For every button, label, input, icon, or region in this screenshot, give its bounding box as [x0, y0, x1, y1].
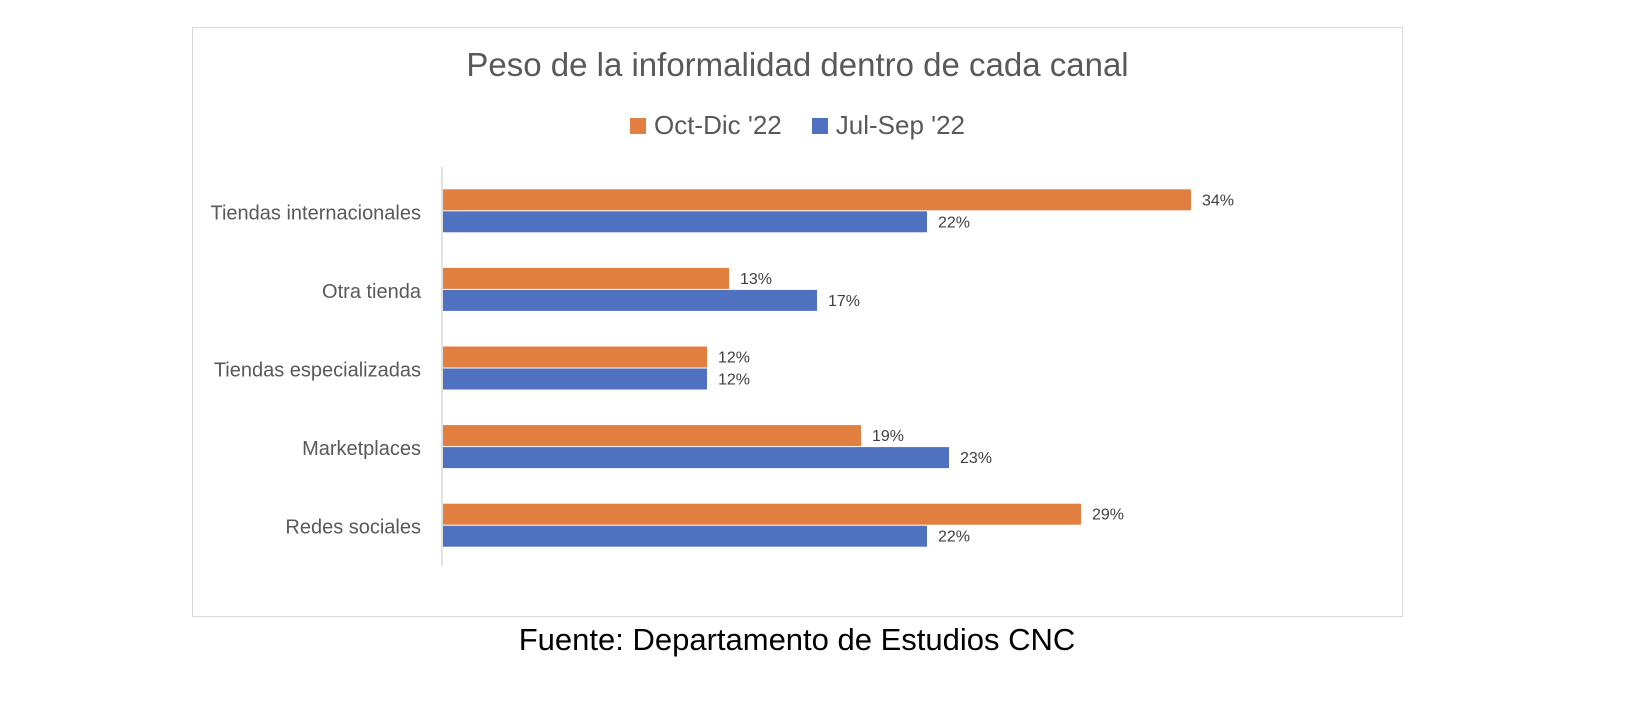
category-label: Tiendas internacionales [211, 202, 422, 224]
bar-jul-sep [443, 447, 949, 469]
source-caption: Fuente: Departamento de Estudios CNC [518, 622, 1076, 657]
bar-oct-dic [443, 425, 861, 447]
data-label: 34% [1202, 192, 1234, 209]
legend-swatch-oct-dic [629, 117, 646, 134]
legend-label-jul-sep: Jul-Sep '22 [835, 110, 966, 140]
bar-oct-dic [443, 503, 1081, 525]
data-label: 13% [740, 271, 772, 288]
category-label: Marketplaces [302, 438, 421, 460]
bar-oct-dic [443, 346, 707, 368]
data-label: 23% [960, 450, 992, 467]
bar-oct-dic [443, 267, 729, 289]
category-label: Otra tienda [322, 281, 422, 303]
category-label: Redes sociales [285, 517, 421, 539]
legend-label-oct-dic: Oct-Dic '22 [653, 110, 782, 140]
legend-item-jul-sep: Jul-Sep '22 [811, 110, 966, 141]
data-label: 12% [718, 350, 750, 367]
data-label: 17% [828, 293, 860, 310]
bar-jul-sep [443, 368, 707, 390]
category-label: Tiendas especializadas [214, 360, 421, 382]
bar-oct-dic [443, 189, 1191, 211]
data-label: 22% [938, 529, 970, 546]
bar-jul-sep [443, 525, 927, 547]
chart-frame: Peso de la informalidad dentro de cada c… [192, 27, 1403, 617]
data-label: 29% [1092, 507, 1124, 524]
data-label: 19% [872, 428, 904, 445]
legend-item-oct-dic: Oct-Dic '22 [629, 110, 782, 141]
bar-jul-sep [443, 289, 817, 311]
bar-chart-plot: Tiendas internacionales 34% 22% Otra tienda… [211, 167, 1234, 566]
data-label: 12% [718, 372, 750, 389]
data-label: 22% [938, 214, 970, 231]
legend-swatch-jul-sep [811, 117, 828, 134]
bar-jul-sep [443, 211, 927, 233]
chart-title: Peso de la informalidad dentro de cada c… [466, 46, 1129, 83]
legend: Oct-Dic '22 Jul-Sep '22 [193, 110, 1402, 141]
